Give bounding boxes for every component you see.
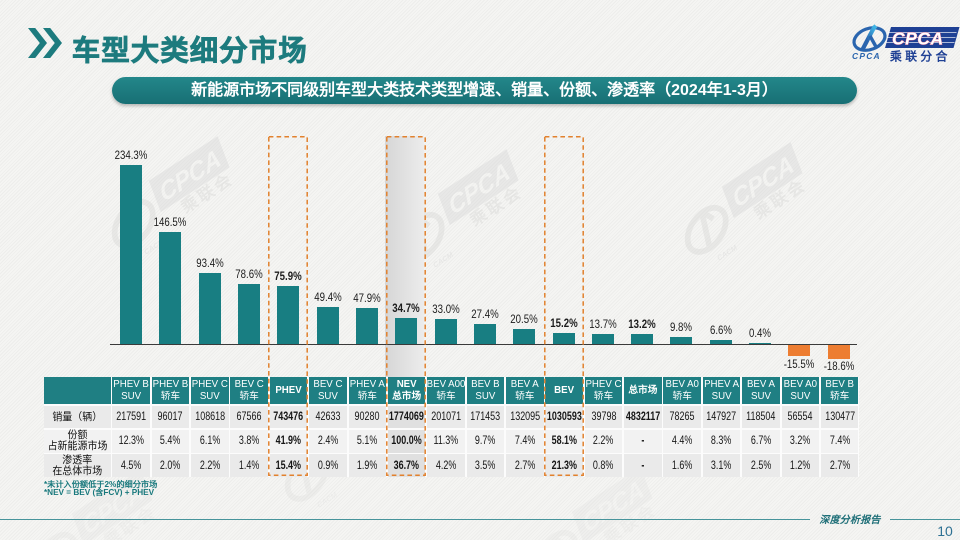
svg-text:乘联分合: 乘联分合: [889, 50, 951, 64]
svg-text:CACM: CACM: [715, 243, 739, 263]
svg-text:CPCA: CPCA: [892, 29, 944, 49]
svg-text:CPCA: CPCA: [852, 51, 881, 61]
svg-text:CACM: CACM: [431, 250, 455, 270]
svg-text:CACM: CACM: [315, 490, 339, 510]
